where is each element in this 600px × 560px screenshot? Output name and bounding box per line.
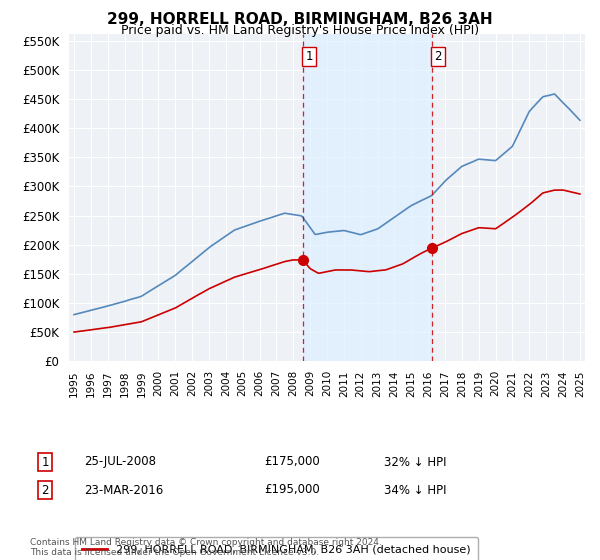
Text: £195,000: £195,000 bbox=[264, 483, 320, 497]
Text: 299, HORRELL ROAD, BIRMINGHAM, B26 3AH: 299, HORRELL ROAD, BIRMINGHAM, B26 3AH bbox=[107, 12, 493, 27]
Text: 2: 2 bbox=[434, 50, 442, 63]
Text: 32% ↓ HPI: 32% ↓ HPI bbox=[384, 455, 446, 469]
Text: Contains HM Land Registry data © Crown copyright and database right 2024.
This d: Contains HM Land Registry data © Crown c… bbox=[30, 538, 382, 557]
Text: 23-MAR-2016: 23-MAR-2016 bbox=[84, 483, 163, 497]
Bar bbox=[303, 34, 432, 361]
Text: Price paid vs. HM Land Registry's House Price Index (HPI): Price paid vs. HM Land Registry's House … bbox=[121, 24, 479, 37]
Text: 1: 1 bbox=[305, 50, 313, 63]
Text: £175,000: £175,000 bbox=[264, 455, 320, 469]
Text: 1: 1 bbox=[41, 455, 49, 469]
Text: 25-JUL-2008: 25-JUL-2008 bbox=[84, 455, 156, 469]
Text: 2: 2 bbox=[41, 483, 49, 497]
Legend: 299, HORRELL ROAD, BIRMINGHAM, B26 3AH (detached house), HPI: Average price, det: 299, HORRELL ROAD, BIRMINGHAM, B26 3AH (… bbox=[74, 537, 478, 560]
Text: 34% ↓ HPI: 34% ↓ HPI bbox=[384, 483, 446, 497]
